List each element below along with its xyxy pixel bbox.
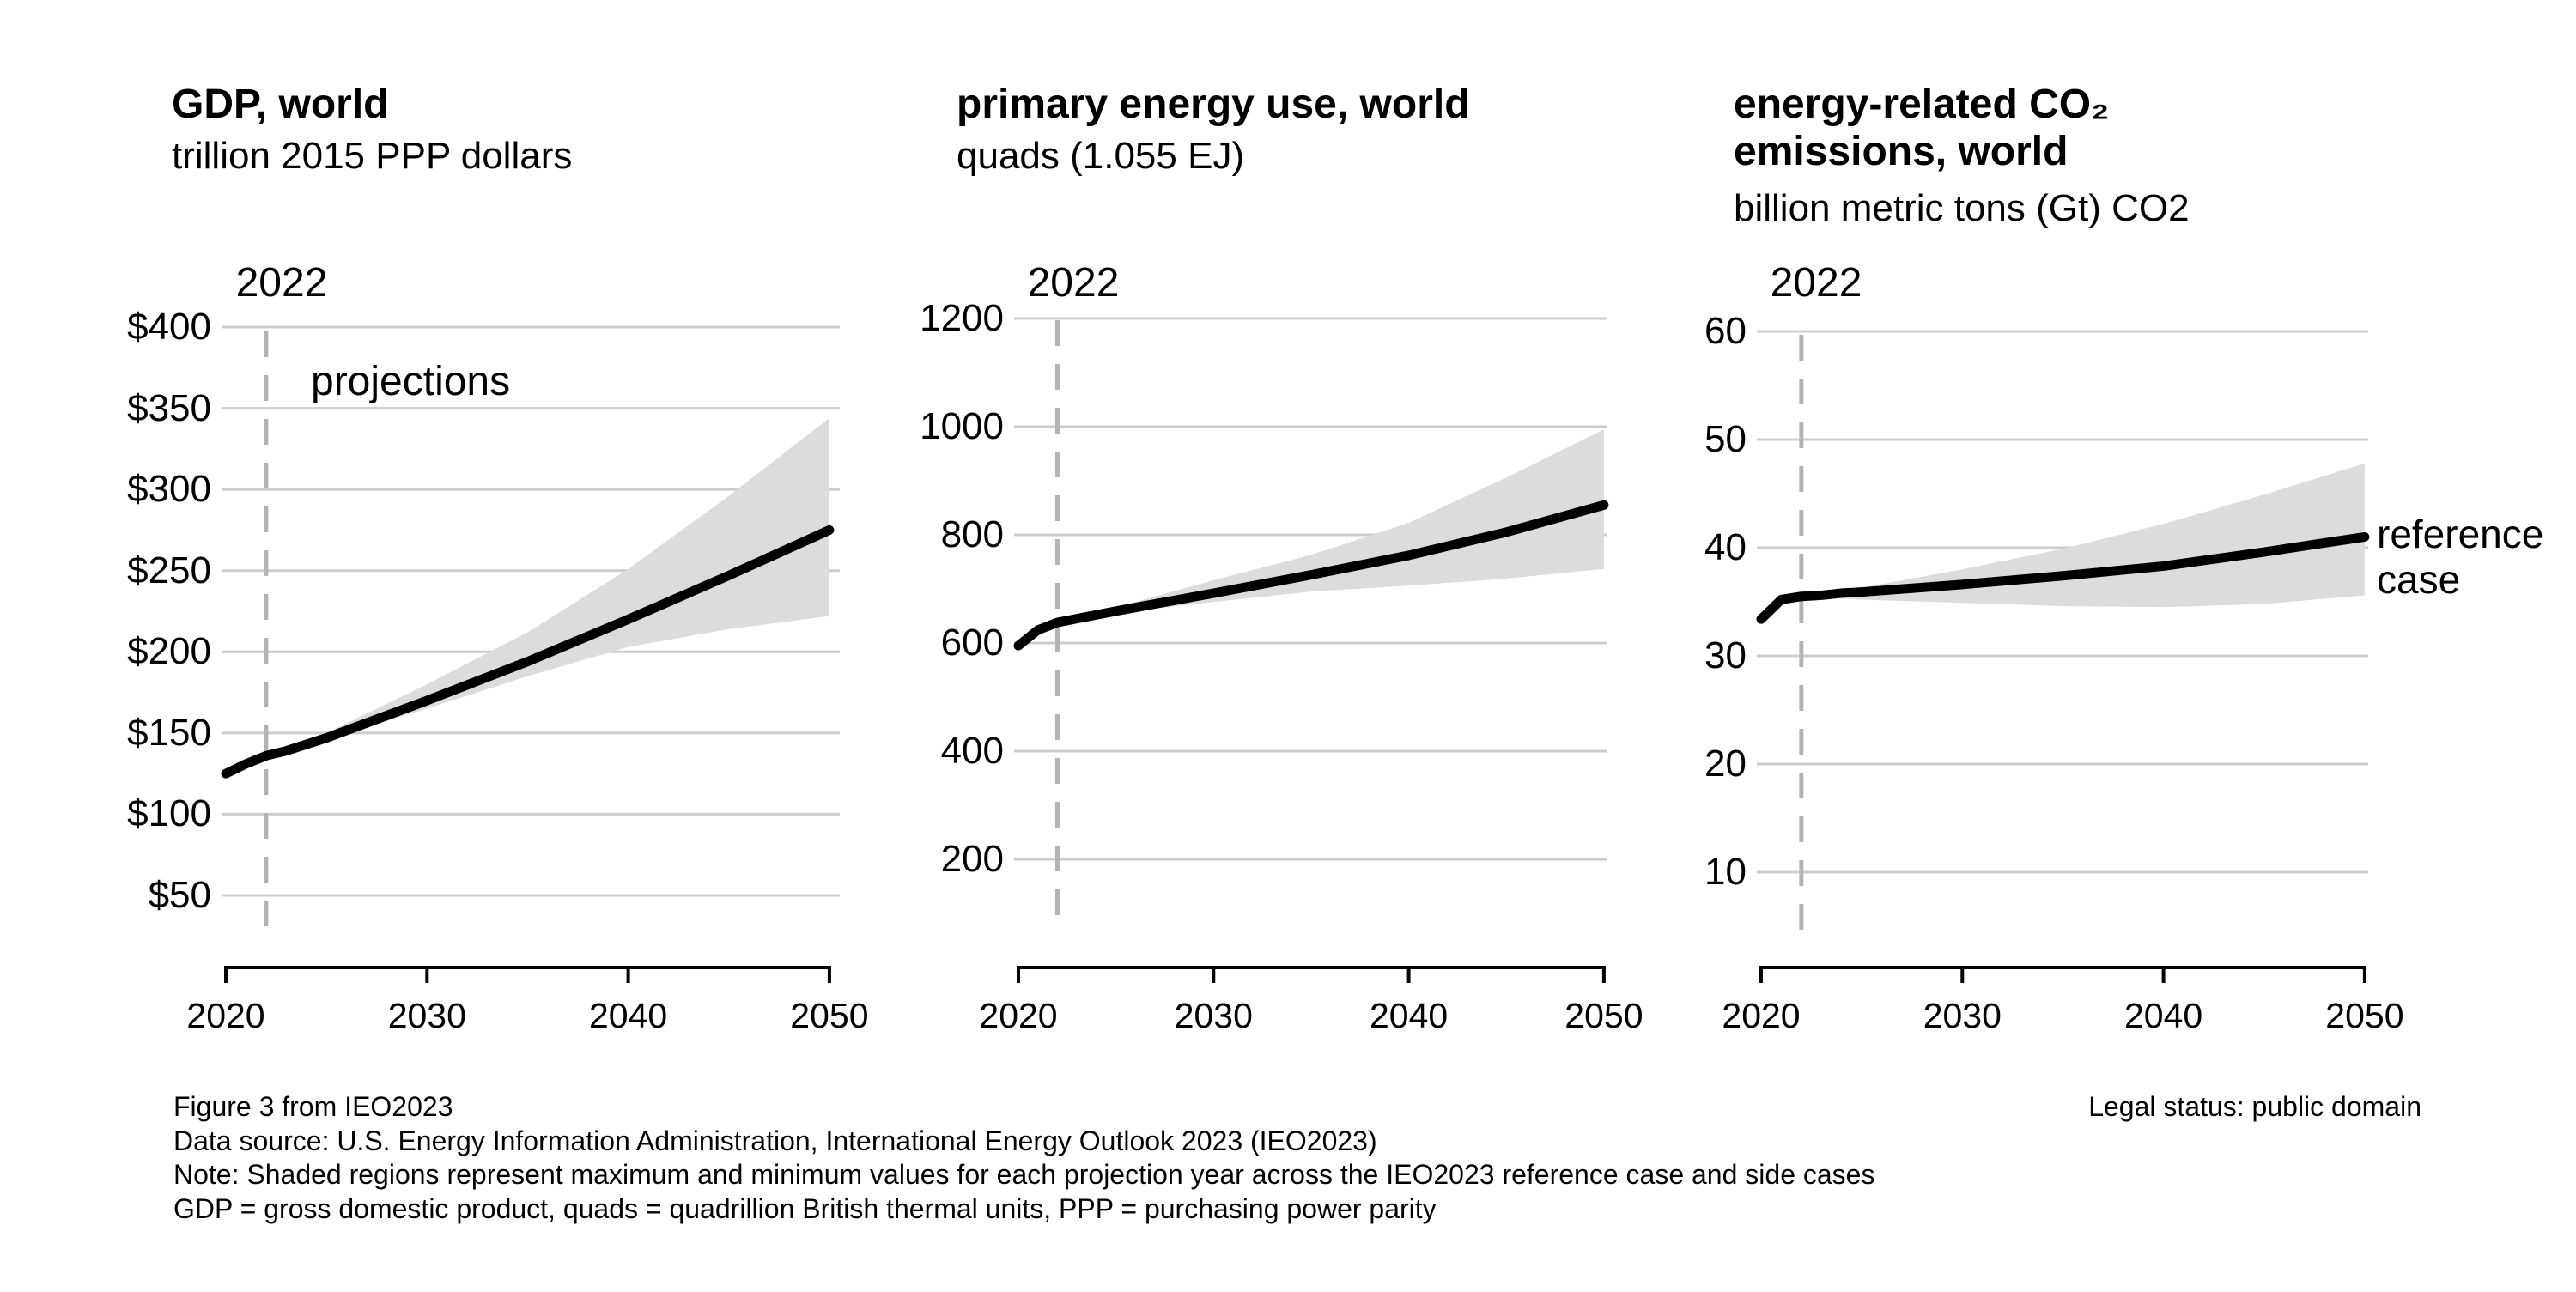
x-tick-label: 2030 (387, 996, 466, 1035)
x-tick-label: 2050 (2325, 996, 2404, 1035)
reference-case-line (1756, 531, 2370, 624)
footer-data-source: Data source: U.S. Energy Information Adm… (173, 1125, 1377, 1156)
reference-case-label: reference case (2377, 512, 2544, 602)
min-max-band (1057, 429, 1604, 623)
x-tick-label: 2050 (790, 996, 869, 1035)
y-tick-label: $300 (127, 468, 211, 511)
y-tick-label: 10 (1704, 851, 1747, 893)
y-tick-label: $350 (127, 386, 211, 429)
y-tick-label: 200 (940, 838, 1004, 880)
projections-label: projections (311, 359, 511, 404)
y-tick-label: 1000 (920, 405, 1004, 447)
panel-chart-2 (1756, 330, 2370, 983)
x-tick-label: 2020 (1722, 996, 1801, 1035)
y-tick-label: 30 (1704, 634, 1747, 676)
footer-legal-status: Legal status: public domain (2088, 1091, 2421, 1122)
panel-co2-subtitle: billion metric tons (Gt) CO2 (1734, 187, 2190, 229)
footer-abbreviations: GDP = gross domestic product, quads = qu… (173, 1193, 1437, 1224)
min-max-band (1801, 463, 2365, 608)
x-tick-label: 2040 (2123, 996, 2203, 1035)
footer-note: Note: Shaded regions represent maximum a… (173, 1159, 1875, 1190)
x-tick-label: 2040 (588, 996, 668, 1035)
x-tick-label: 2050 (1564, 996, 1643, 1035)
y-tick-label: 60 (1704, 310, 1747, 352)
y-tick-label: $400 (127, 306, 211, 348)
min-max-band (265, 417, 829, 756)
panel-energy-title: primary energy use, world (957, 82, 1470, 127)
y-tick-label: 400 (940, 730, 1004, 772)
y-tick-label: 1200 (920, 297, 1004, 339)
y-tick-label: 800 (940, 513, 1004, 555)
x-tick-label: 2030 (1923, 996, 2002, 1035)
y-tick-label: 40 (1704, 526, 1747, 568)
y-tick-label: $100 (127, 792, 211, 835)
y-tick-label: $250 (127, 549, 211, 591)
y-tick-label: $200 (127, 630, 211, 673)
y-tick-label: 600 (940, 622, 1004, 664)
x-tick-label: 2040 (1369, 996, 1449, 1035)
reference-case-line (221, 525, 835, 779)
y-tick-label: 50 (1704, 418, 1747, 460)
panel-energy-2022-label: 2022 (1027, 260, 1120, 306)
panel-gdp-title: GDP, world (172, 82, 389, 127)
reference-case-line (1013, 500, 1609, 651)
y-tick-label: 20 (1704, 743, 1747, 785)
y-tick-label: $150 (127, 711, 211, 754)
x-tick-label: 2020 (979, 996, 1058, 1035)
y-tick-label: $50 (148, 874, 211, 916)
panel-co2-2022-label: 2022 (1770, 260, 1862, 306)
panel-chart-0 (221, 325, 840, 983)
footer-figure-source: Figure 3 from IEO2023 (173, 1091, 453, 1122)
panel-gdp-2022-label: 2022 (235, 260, 328, 306)
x-tick-label: 2030 (1174, 996, 1253, 1035)
x-tick-label: 2020 (186, 996, 265, 1035)
panel-co2-title: energy-related CO₂ emissions, world (1734, 82, 2110, 174)
panel-gdp-subtitle: trillion 2015 PPP dollars (172, 135, 573, 177)
panel-chart-1 (1013, 317, 1609, 983)
panel-energy-subtitle: quads (1.055 EJ) (957, 135, 1245, 177)
